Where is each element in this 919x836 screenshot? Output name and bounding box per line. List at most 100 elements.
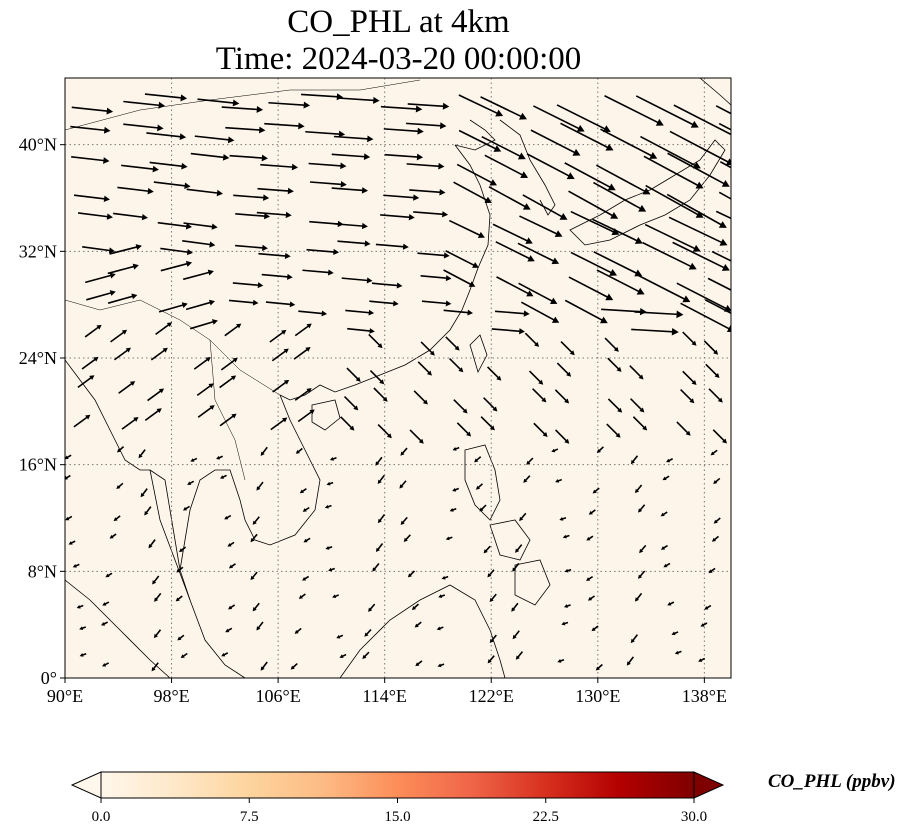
wind-vector [305,130,346,138]
wind-vector [718,122,731,131]
wind-vector [682,331,697,346]
wind-vector [660,511,668,517]
wind-vector [295,447,303,454]
wind-vector [152,575,160,585]
wind-vector [113,347,131,361]
wind-vector [377,474,385,485]
wind-vector [456,422,472,437]
wind-vector [326,481,334,486]
lat-tick-label: 8°N [28,561,57,581]
wind-vector [146,132,187,141]
wind-vector [65,454,72,460]
wind-vector [682,370,697,386]
colorbar-gradient [100,771,695,799]
wind-vector [107,293,138,304]
wind-vector [73,194,110,203]
wind-vector [384,153,424,161]
wind-vector [564,299,608,324]
wind-vector [324,504,332,509]
wind-vector [712,429,727,444]
wind-vector [570,210,620,236]
wind-vector [673,104,731,136]
wind-vector [630,634,639,644]
wind-vector [175,595,183,602]
lat-axis: 0° 8°N 16°N 24°N 32°N 40°N [19,135,65,688]
wind-vector [586,535,594,541]
wind-vector [339,653,347,658]
wind-vector [332,594,339,599]
colorbar: 0.0 7.5 15.0 22.5 30.0 CO_PHL (ppbv) [70,771,896,825]
wind-vector [403,534,411,542]
wind-vector [81,356,99,370]
wind-vector [121,164,159,173]
wind-vector [309,181,347,188]
wind-vector [189,319,218,330]
wind-vector [512,562,520,572]
wind-vector [229,154,268,162]
wind-vector [449,357,464,373]
wind-vector [331,187,369,194]
wind-vector [606,423,621,438]
wind-vector [298,593,306,599]
wind-vector [219,413,237,427]
wind-vector [400,447,408,456]
wind-vector [101,621,108,626]
wind-vector [593,181,647,212]
wind-vector [453,399,468,414]
wind-vector [480,416,495,431]
wind-vector [84,324,102,338]
wind-vector [524,332,540,347]
wind-vector [144,93,188,102]
wind-vector [515,651,524,660]
wind-vector [561,621,569,626]
wind-vector [144,506,152,516]
wind-vector [68,540,76,545]
wind-vector [560,122,614,151]
wind-vector [346,367,361,382]
wind-vector [375,543,384,553]
wind-vector [121,417,139,430]
wind-vector [377,423,392,439]
lat-tick-label: 40°N [19,135,57,155]
wind-vector [519,512,527,522]
wind-vector [680,302,731,332]
wind-vector [667,601,675,606]
wind-vector [630,398,645,413]
wind-vector [85,272,116,284]
wind-vector [329,456,337,461]
wind-vector [494,310,530,317]
wind-vector [642,241,697,270]
wind-vector [713,517,721,524]
wind-vector [704,604,712,610]
wind-vector [595,164,651,195]
coastline-layer [65,78,731,678]
wind-vector [303,537,311,543]
colorbar-tick-label: 0.0 [92,809,111,825]
wind-vector [445,536,453,541]
wind-vector [224,514,232,520]
wind-vector [596,269,645,295]
colorbar-tick-label: 22.5 [533,809,559,825]
coastline-borneo [339,584,506,678]
wind-vector [369,369,385,385]
wind-vector [79,626,87,631]
title-line-2: Time: 2024-03-20 00:00:00 [215,41,582,77]
wind-vector [368,333,383,349]
wind-vector [453,181,492,203]
wind-vector [221,105,264,113]
wind-vector [554,389,570,404]
wind-vector [306,248,340,256]
wind-vector [635,95,699,128]
wind-vector [669,130,731,166]
wind-vector [710,449,718,456]
wind-vector [157,221,192,230]
wind-vector [671,631,679,636]
wind-vector [123,123,164,132]
wind-vector [674,650,682,655]
lon-tick-label: 130°E [575,686,620,706]
wind-vector [153,181,191,190]
wind-vector [345,309,375,316]
wind-vector [596,446,604,454]
wind-vector [449,507,457,512]
map-frame [64,77,732,679]
